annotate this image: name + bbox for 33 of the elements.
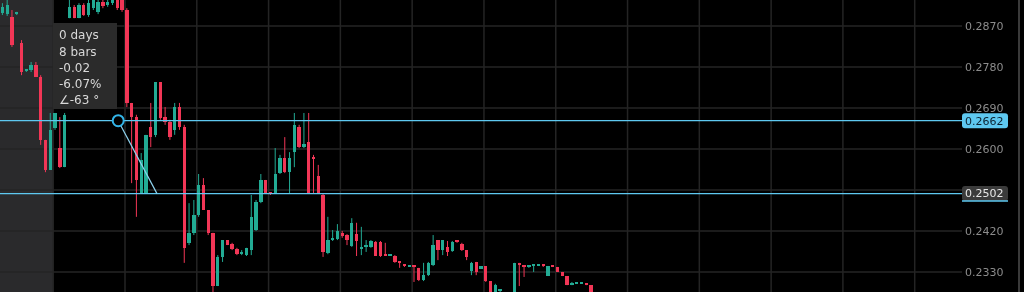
- candlestick: [522, 265, 526, 278]
- candlestick: [436, 239, 440, 261]
- ref-line-label: 0.2502: [965, 187, 1004, 201]
- candlestick: [58, 116, 62, 169]
- candlestick: [187, 202, 191, 246]
- annotation: 8 bars: [59, 44, 97, 59]
- annotation: -0.02: [59, 60, 91, 75]
- candlestick: [345, 233, 349, 246]
- candlestick: [297, 124, 301, 149]
- y-tick-label: 0.2690: [965, 101, 1004, 115]
- candlestick: [278, 154, 282, 175]
- y-tick-label: 0.2600: [965, 142, 1004, 156]
- candlestick: [220, 239, 225, 263]
- y-tick-label: 0.2420: [965, 224, 1004, 238]
- ref-line-label: 0.2662: [965, 114, 1004, 128]
- candlestick: [29, 61, 33, 73]
- candlestick: [168, 119, 172, 141]
- annotation: 0 days: [59, 28, 99, 43]
- candlestick: [206, 209, 210, 236]
- candlestick: [498, 289, 502, 292]
- annotation: -6.07%: [59, 77, 102, 92]
- candlestick: [302, 112, 306, 149]
- candlestick: [412, 264, 416, 283]
- candlestick: [101, 0, 105, 9]
- y-tick-label: 0.2870: [965, 19, 1004, 33]
- candlestick: [527, 265, 531, 269]
- annotation: ∠-63 °: [59, 93, 100, 108]
- candlestick: [354, 222, 359, 257]
- candlestick: [326, 216, 330, 255]
- candlestick: [259, 173, 263, 204]
- y-tick-label: 0.2330: [965, 265, 1004, 279]
- y-tick-label: 0.2780: [965, 60, 1004, 74]
- candlestick: [192, 199, 196, 236]
